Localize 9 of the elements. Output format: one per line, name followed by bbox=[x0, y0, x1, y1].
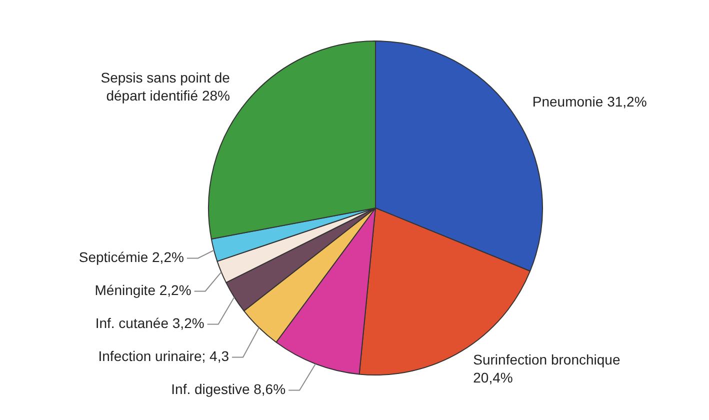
data-label: 20,4% bbox=[473, 370, 513, 386]
slice-label: Infection urinaire; 4,3 bbox=[98, 348, 230, 364]
slice-label: Inf. digestive 8,6% bbox=[171, 381, 286, 398]
slice-label: Pneumonie 31,2% bbox=[532, 93, 647, 110]
slice-label: Surinfection bronchique bbox=[473, 352, 620, 368]
slice-label: Méningite 2,2% bbox=[94, 282, 192, 298]
slice-label: Septicémie 2,2% bbox=[78, 249, 184, 266]
slice-label: Sepsis sans point de départ identifié 28% bbox=[100, 69, 230, 104]
slice-label: Inf. cutanée 3,2% bbox=[95, 315, 204, 332]
